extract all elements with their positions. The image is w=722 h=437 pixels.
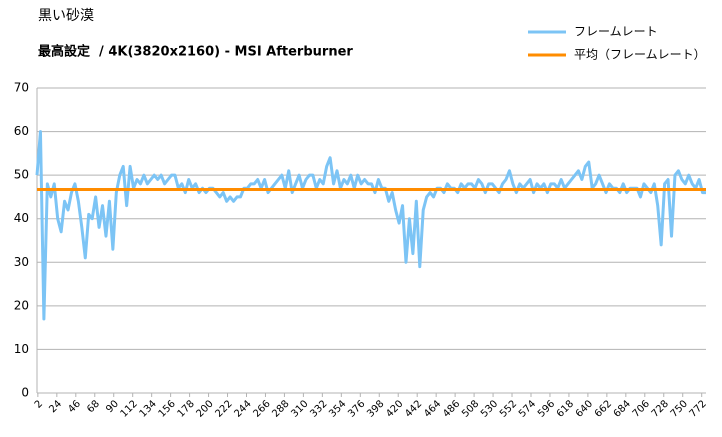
x-tick-label: 662 — [593, 398, 614, 419]
x-tick-label: 112 — [119, 398, 140, 419]
x-tick-label: 618 — [555, 398, 576, 419]
x-tick-label: 772 — [688, 398, 709, 419]
x-tick-label: 288 — [270, 398, 291, 419]
x-tick-label: 266 — [251, 398, 272, 419]
chart-title: 黒い砂漠 — [38, 8, 94, 24]
y-tick-label: 50 — [14, 168, 29, 182]
x-tick-label: 2 — [33, 398, 45, 410]
data-line — [35, 130, 706, 321]
x-tick-label: 486 — [441, 398, 462, 419]
x-tick-label: 200 — [195, 398, 216, 419]
y-tick-label: 30 — [14, 255, 29, 269]
legend-label: 平均（フレームレート） — [574, 48, 706, 62]
x-tick-label: 420 — [384, 398, 405, 419]
x-tick-label: 68 — [85, 398, 102, 415]
x-tick-label: 706 — [631, 398, 652, 419]
x-tick-label: 24 — [47, 398, 64, 415]
x-tick-label: 508 — [460, 398, 481, 419]
x-tick-label: 178 — [176, 398, 197, 419]
y-tick-label: 0 — [21, 386, 29, 400]
x-tick-label: 134 — [138, 398, 159, 419]
x-tick-label: 376 — [346, 398, 367, 419]
x-tick-label: 728 — [650, 398, 671, 419]
x-tick-label: 684 — [612, 398, 633, 419]
y-tick-label: 40 — [14, 211, 29, 225]
x-tick-label: 464 — [422, 398, 443, 419]
x-tick-label: 552 — [498, 398, 519, 419]
y-tick-label: 10 — [14, 342, 29, 356]
x-tick-label: 156 — [157, 398, 178, 419]
x-tick-label: 574 — [517, 398, 538, 419]
y-tick-label: 20 — [14, 298, 29, 312]
x-tick-label: 398 — [365, 398, 386, 419]
chart-subtitle: 最高設定 / 4K(3820x2160) - MSI Afterburner — [38, 44, 353, 60]
x-tick-label: 310 — [289, 398, 310, 419]
x-tick-label: 222 — [213, 398, 234, 419]
x-tick-label: 442 — [403, 398, 424, 419]
x-tick-label: 640 — [574, 398, 595, 419]
legend-label: フレームレート — [574, 25, 658, 39]
x-tick-label: 596 — [536, 398, 557, 419]
x-tick-label: 332 — [308, 398, 329, 419]
y-tick-label: 60 — [14, 124, 29, 138]
y-tick-label: 70 — [14, 81, 29, 95]
x-tick-label: 750 — [669, 398, 690, 419]
x-tick-label: 244 — [232, 398, 253, 419]
x-tick-label: 354 — [327, 398, 348, 419]
x-tick-label: 46 — [66, 398, 83, 415]
x-tick-label: 530 — [479, 398, 500, 419]
